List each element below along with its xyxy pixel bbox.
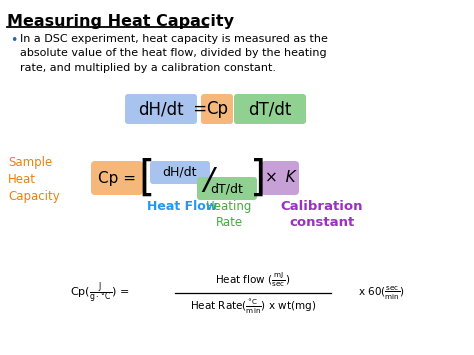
Text: /: / [203,165,213,195]
FancyBboxPatch shape [150,161,210,184]
Text: Heat flow ($\mathregular{\frac{mJ}{sec}}$): Heat flow ($\mathregular{\frac{mJ}{sec}}… [215,271,291,289]
FancyBboxPatch shape [197,177,257,200]
Text: dT/dt: dT/dt [248,100,292,118]
Text: =: = [188,100,212,118]
FancyBboxPatch shape [91,161,143,195]
Text: ]: ] [250,158,266,200]
Text: Heat Rate($\mathregular{\frac{°C}{min}}$) x wt(mg): Heat Rate($\mathregular{\frac{°C}{min}}$… [190,297,316,316]
Text: Heating
Rate: Heating Rate [206,200,252,229]
Text: dT/dt: dT/dt [210,182,244,196]
Text: Cp: Cp [206,100,228,118]
Text: ×  K: × K [264,170,295,186]
Text: Heat Flow: Heat Flow [147,200,217,213]
Text: dH/dt: dH/dt [138,100,184,118]
Text: Cp($\mathregular{\frac{J}{g\cdot\,°C}}$) =: Cp($\mathregular{\frac{J}{g\cdot\,°C}}$)… [70,280,130,306]
Text: Cp =: Cp = [98,170,136,186]
FancyBboxPatch shape [201,94,233,124]
FancyBboxPatch shape [234,94,306,124]
Text: Measuring Heat Capacity: Measuring Heat Capacity [7,14,234,29]
Text: x 60($\mathregular{\frac{sec}{min}}$): x 60($\mathregular{\frac{sec}{min}}$) [358,284,405,301]
FancyBboxPatch shape [125,94,197,124]
Text: [: [ [139,158,155,200]
Text: In a DSC experiment, heat capacity is measured as the
absolute value of the heat: In a DSC experiment, heat capacity is me… [20,34,328,73]
Text: dH/dt: dH/dt [163,165,197,179]
Text: Calibration
constant: Calibration constant [281,200,363,229]
Text: •: • [10,34,18,47]
FancyBboxPatch shape [261,161,299,195]
Text: Sample
Heat
Capacity: Sample Heat Capacity [8,156,60,203]
